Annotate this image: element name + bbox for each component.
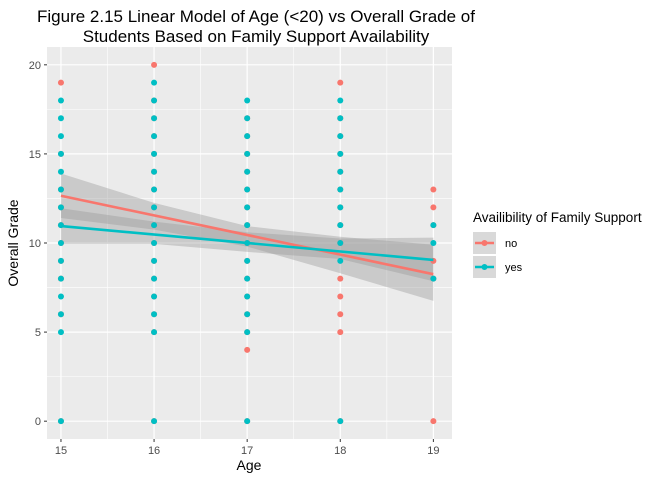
point-yes: [244, 115, 251, 122]
point-yes: [244, 204, 251, 211]
point-yes: [337, 418, 344, 425]
point-yes: [57, 115, 64, 122]
point-yes: [57, 150, 64, 157]
point-yes: [337, 115, 344, 122]
point-yes: [151, 97, 158, 104]
point-yes: [151, 275, 158, 282]
fit-lines: [60, 194, 434, 276]
point-no: [337, 275, 344, 282]
point-yes: [244, 168, 251, 175]
point-no: [430, 204, 437, 211]
point-no: [57, 79, 64, 86]
point-yes: [57, 257, 64, 264]
chart-title-line-2: Students Based on Family Support Availab…: [83, 27, 430, 46]
point-yes: [151, 222, 158, 229]
point-yes: [151, 150, 158, 157]
point-yes: [151, 204, 158, 211]
point-yes: [151, 115, 158, 122]
point-yes: [337, 240, 344, 246]
point-yes: [151, 79, 158, 86]
point-yes: [244, 222, 251, 229]
point-yes: [151, 293, 158, 300]
x-axis-label: Age: [237, 457, 262, 473]
point-yes: [151, 133, 158, 140]
point-yes: [57, 275, 64, 282]
y-tick-label: 20: [29, 60, 41, 72]
x-tick-label: 19: [427, 445, 439, 457]
point-no: [151, 61, 158, 68]
x-tick-label: 17: [241, 445, 253, 457]
y-tick-label: 5: [35, 327, 41, 339]
point-yes: [337, 222, 344, 229]
point-yes: [57, 204, 64, 211]
y-axis-label: Overall Grade: [5, 199, 21, 286]
fit-line-no: [60, 194, 434, 276]
x-tick-label: 16: [148, 445, 160, 457]
point-no: [337, 311, 344, 318]
point-yes: [337, 168, 344, 175]
point-yes: [57, 186, 64, 193]
point-yes: [57, 133, 64, 140]
point-yes: [244, 257, 251, 264]
legend-key-point-no: [481, 240, 488, 246]
point-yes: [337, 97, 344, 104]
y-tick-label: 0: [35, 416, 41, 428]
point-yes: [244, 133, 251, 140]
legend-key-point-yes: [481, 264, 488, 270]
point-no: [337, 329, 344, 336]
point-yes: [151, 186, 158, 193]
point-yes: [244, 293, 251, 300]
point-no: [430, 186, 437, 193]
point-yes: [151, 418, 158, 425]
point-no: [337, 293, 344, 300]
x-tick-label: 18: [334, 445, 346, 457]
y-tick-label: 10: [29, 238, 41, 250]
point-yes: [337, 133, 344, 140]
chart-title-line-1: Figure 2.15 Linear Model of Age (<20) vs…: [37, 7, 475, 26]
point-yes: [151, 257, 158, 264]
point-no: [337, 79, 344, 86]
x-tick-label: 15: [55, 445, 67, 457]
point-yes: [151, 329, 158, 336]
data-points: [57, 61, 437, 425]
point-yes: [430, 275, 437, 282]
legend-label-yes: yes: [505, 262, 523, 274]
y-tick-label: 15: [29, 149, 41, 161]
legend-title: Availibility of Family Support: [473, 210, 642, 225]
point-yes: [244, 311, 251, 318]
point-yes: [244, 97, 251, 104]
point-yes: [57, 97, 64, 104]
x-axis-ticks: 15 16 17 18 19: [55, 439, 440, 457]
point-yes: [337, 257, 344, 264]
point-yes: [244, 150, 251, 157]
point-yes: [57, 329, 64, 336]
point-yes: [244, 186, 251, 193]
point-no: [430, 418, 437, 425]
fit-line-yes: [60, 224, 434, 262]
point-yes: [337, 186, 344, 193]
y-axis-ticks: 0 5 10 15 20: [29, 60, 47, 428]
point-yes: [57, 168, 64, 175]
point-yes: [430, 222, 437, 229]
point-yes: [151, 240, 158, 246]
point-yes: [57, 311, 64, 318]
point-yes: [430, 240, 437, 246]
point-yes: [244, 329, 251, 336]
point-yes: [151, 168, 158, 175]
point-yes: [57, 293, 64, 300]
legend: Availibility of Family Support no yes: [473, 210, 642, 278]
point-yes: [57, 240, 64, 246]
point-yes: [244, 275, 251, 282]
legend-keys: no yes: [473, 232, 523, 278]
legend-label-no: no: [505, 238, 517, 250]
point-yes: [337, 150, 344, 157]
point-yes: [151, 311, 158, 318]
point-yes: [57, 418, 64, 425]
point-yes: [244, 418, 251, 425]
point-yes: [337, 204, 344, 211]
point-no: [244, 346, 251, 353]
